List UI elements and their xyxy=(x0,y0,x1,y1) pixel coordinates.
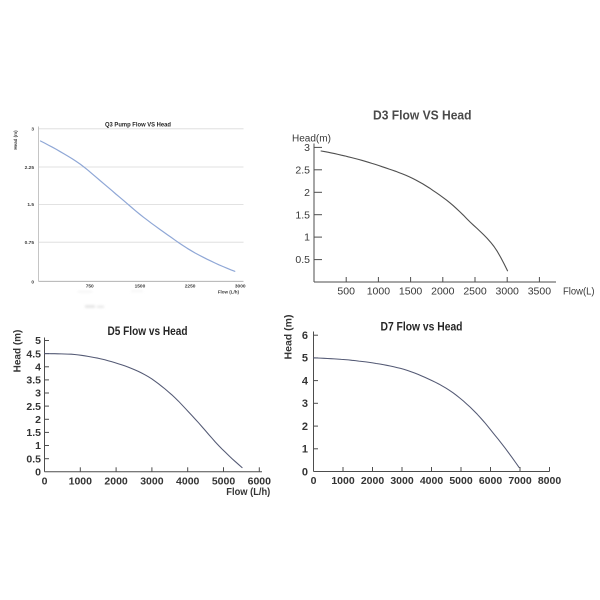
svg-text:3: 3 xyxy=(31,127,34,133)
svg-text:500: 500 xyxy=(337,286,355,298)
svg-text:1500: 1500 xyxy=(135,284,146,290)
svg-text:6: 6 xyxy=(302,330,308,342)
svg-text:1000: 1000 xyxy=(69,476,93,488)
svg-text:0: 0 xyxy=(42,476,48,488)
svg-text:D5 Flow vs Head: D5 Flow vs Head xyxy=(108,324,188,338)
svg-text:3: 3 xyxy=(304,142,310,154)
svg-text:0.5: 0.5 xyxy=(26,453,41,465)
svg-text:Head (m): Head (m) xyxy=(13,130,18,150)
svg-text:Flow (L/h): Flow (L/h) xyxy=(226,487,270,498)
svg-text:0: 0 xyxy=(311,475,317,487)
svg-text:1000: 1000 xyxy=(367,286,391,298)
svg-text:Head (m): Head (m) xyxy=(283,315,295,360)
svg-text:4: 4 xyxy=(302,375,309,387)
svg-text:3000: 3000 xyxy=(390,475,414,487)
svg-text:2000: 2000 xyxy=(431,286,455,298)
svg-text:Q3 Pump Flow VS Head: Q3 Pump Flow VS Head xyxy=(105,121,171,128)
svg-text:0: 0 xyxy=(31,279,34,285)
svg-text:5: 5 xyxy=(35,335,41,347)
svg-text:2.5: 2.5 xyxy=(295,164,310,176)
svg-text:0.75: 0.75 xyxy=(25,240,35,246)
svg-text:3.5: 3.5 xyxy=(26,375,41,387)
svg-text:3000: 3000 xyxy=(496,286,520,298)
svg-text:0: 0 xyxy=(302,466,308,478)
svg-text:2.5: 2.5 xyxy=(26,401,41,413)
svg-text:4000: 4000 xyxy=(420,475,444,487)
svg-text:0: 0 xyxy=(35,467,41,479)
svg-text:3000: 3000 xyxy=(140,476,164,488)
svg-text:1000: 1000 xyxy=(331,475,355,487)
svg-text:2.25: 2.25 xyxy=(25,165,35,171)
svg-text:4: 4 xyxy=(35,362,41,374)
svg-text:2: 2 xyxy=(302,421,308,433)
svg-text:7000: 7000 xyxy=(508,475,532,487)
svg-text:Head(m): Head(m) xyxy=(292,134,331,145)
svg-text:1.5: 1.5 xyxy=(295,209,310,221)
svg-text:2250: 2250 xyxy=(185,284,196,290)
svg-text:1.5: 1.5 xyxy=(27,202,34,208)
svg-text:1500: 1500 xyxy=(399,286,423,298)
svg-text:3: 3 xyxy=(302,398,308,410)
svg-text:Flow(L): Flow(L) xyxy=(563,287,595,298)
svg-text:3: 3 xyxy=(35,388,41,400)
svg-text:3500: 3500 xyxy=(528,286,552,298)
svg-text:4000: 4000 xyxy=(176,476,200,488)
svg-text:2000: 2000 xyxy=(361,475,385,487)
svg-text:Flow (L/h): Flow (L/h) xyxy=(218,290,240,295)
svg-text:1: 1 xyxy=(302,444,308,456)
svg-text:5: 5 xyxy=(302,353,308,365)
svg-text:4.5: 4.5 xyxy=(26,348,41,360)
svg-text:1: 1 xyxy=(35,440,41,452)
svg-text:5000: 5000 xyxy=(212,476,236,488)
svg-text:D3 Flow VS Head: D3 Flow VS Head xyxy=(373,108,472,122)
svg-text:D7 Flow vs Head: D7 Flow vs Head xyxy=(381,320,463,334)
svg-text:1: 1 xyxy=(304,232,310,244)
svg-text:750: 750 xyxy=(86,284,94,290)
svg-text:3000: 3000 xyxy=(235,284,246,290)
svg-text:2500: 2500 xyxy=(463,286,487,298)
svg-text:2000: 2000 xyxy=(104,476,128,488)
svg-text:Head (m): Head (m) xyxy=(13,330,24,373)
svg-text:1.5: 1.5 xyxy=(26,427,41,439)
svg-text:6000: 6000 xyxy=(248,476,272,488)
svg-text:5000: 5000 xyxy=(449,475,473,487)
svg-text:6000: 6000 xyxy=(479,475,503,487)
svg-text:8000: 8000 xyxy=(538,475,562,487)
svg-text:2: 2 xyxy=(304,187,310,199)
svg-text:0.5: 0.5 xyxy=(295,254,310,266)
svg-text:2: 2 xyxy=(35,414,41,426)
